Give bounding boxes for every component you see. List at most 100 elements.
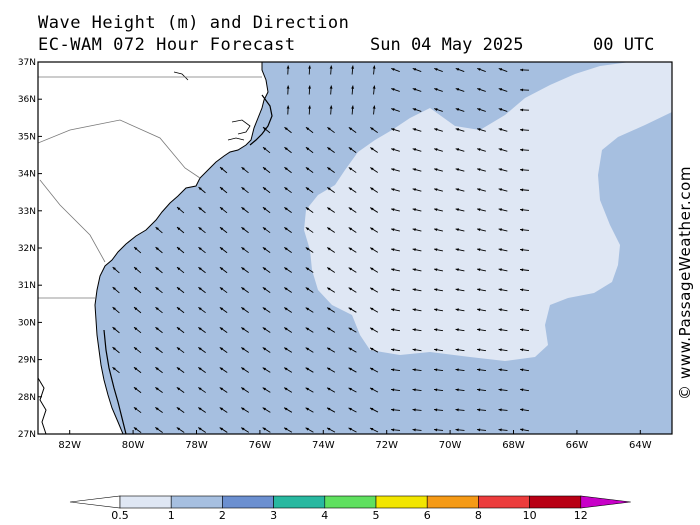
wave-arrow [412,248,422,252]
wave-arrow [390,388,401,392]
wave-arrow [351,105,355,115]
wave-arrow [283,327,293,333]
wave-arrow [305,387,314,393]
wave-arrow [219,327,228,333]
wave-arrow [498,288,508,292]
wave-arrow [412,308,422,312]
colorbar-label: 12 [574,509,588,522]
lon-label: 80W [122,440,145,451]
colorbar-label: 0.5 [111,509,129,522]
wave-arrow [329,105,333,115]
wave-arrow [262,427,271,433]
wave-arrow [155,326,163,334]
wave-arrow [434,228,443,232]
wave-arrow [284,267,292,273]
wave-arrow [286,105,290,115]
wave-arrow [327,227,335,233]
wave-arrow [327,207,335,213]
wave-arrow [412,428,422,432]
wave-arrow [391,248,400,252]
wave-arrow [370,127,378,133]
colorbar-label: 1 [168,509,175,522]
wave-arrow [433,388,444,392]
wave-arrow [390,348,401,352]
wave-arrow [455,268,465,272]
wave-arrow [433,348,444,352]
wave-arrow [155,286,163,294]
wave-arrow [327,126,335,134]
chart-title: Wave Height (m) and Direction [38,13,350,33]
wave-arrow [476,388,487,392]
wave-arrow [434,188,443,192]
wave-arrow [283,427,293,433]
wave-arrow [519,308,530,312]
wave-arrow [434,128,443,132]
wave-arrow [112,286,120,294]
wave-arrow [284,166,292,174]
wave-arrow [198,407,206,413]
wave-arrow [198,347,206,353]
lat-label: 28N [18,393,36,403]
wave-arrow [241,246,249,254]
wave-arrow [498,368,508,372]
colorbar-segment [478,495,530,509]
wave-arrow [241,266,249,274]
wave-arrow [390,328,401,332]
wave-arrow [133,306,142,314]
wave-arrow [305,347,314,353]
wave-arrow [498,248,508,252]
wave-arrow [434,68,443,72]
wave-arrow [283,407,293,413]
wave-arrow [219,226,228,234]
wave-arrow [262,367,271,373]
wave-arrow [519,428,530,432]
wave-arrow [241,226,249,234]
wave-arrow [369,427,379,433]
lat-label: 33N [18,207,36,217]
credit-watermark: © www.PassageWeather.com [676,165,694,400]
wave-arrow [284,227,292,233]
wave-arrow [308,85,312,95]
wave-arrow [219,306,228,314]
wave-direction-arrows [112,65,530,434]
wave-arrow [476,408,487,412]
wave-arrow [176,266,185,274]
wave-arrow [155,226,163,234]
wave-arrow [155,266,163,274]
wave-arrow [348,427,357,433]
lat-label: 27N [18,430,36,440]
wave-arrow [219,206,228,214]
wave-arrow [262,226,271,234]
wave-arrow [305,327,314,333]
wave-arrow [219,367,228,373]
wave-arrow [412,288,422,292]
wave-arrow [476,288,487,292]
wave-arrow [412,88,422,92]
wave-arrow [112,346,120,354]
wave-arrow [219,266,228,274]
wave-arrow [498,208,508,212]
wave-arrow [519,168,530,172]
wave-arrow [477,168,486,172]
wave-arrow [284,146,292,154]
wave-arrow [112,366,120,374]
wave-arrow [198,427,206,433]
wave-arrow [155,427,163,433]
wave-arrow [498,68,508,72]
wave-arrow [305,247,314,253]
wave-arrow [305,227,314,233]
wave-arrow [455,308,465,312]
wave-arrow [455,388,465,392]
colorbar-label: 5 [373,509,380,522]
wave-arrow [369,387,379,393]
wave-arrow [455,228,465,232]
wave-arrow [390,368,401,372]
wave-arrow [369,247,379,253]
sounds-outline [173,71,251,141]
wave-arrow [326,367,336,373]
wave-arrow [348,387,357,393]
wave-arrow [391,268,400,272]
wave-arrow [176,326,185,334]
wave-arrow [176,246,185,254]
wave-arrow [412,228,422,232]
